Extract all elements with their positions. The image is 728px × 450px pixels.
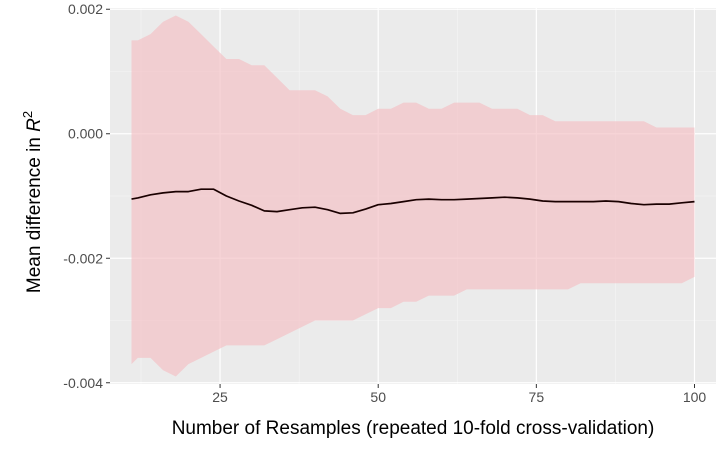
x-axis: 25 50 75 100: [212, 384, 706, 405]
confidence-ribbon: [131, 15, 695, 377]
x-tick-label: 100: [683, 389, 707, 405]
y-axis-title-italic-letter: R: [24, 118, 45, 132]
mean-difference-line: [131, 188, 695, 215]
x-tick-label: 25: [212, 389, 228, 405]
y-tick-label: -0.002: [63, 250, 103, 266]
y-tick-label: 0.002: [68, 1, 103, 17]
x-tick-label: 50: [370, 389, 386, 405]
y-axis-title: Mean difference in R2: [20, 111, 45, 293]
y-tick-label: -0.004: [63, 375, 103, 391]
y-axis-title-superscript: 2: [20, 111, 35, 118]
y-axis-title-text: Mean difference in: [24, 132, 45, 293]
y-axis: -0.004 -0.002 0.000 0.002: [63, 1, 110, 391]
x-axis-title: Number of Resamples (repeated 10-fold cr…: [172, 418, 655, 439]
x-tick-label: 75: [529, 389, 545, 405]
y-tick-label: 0.000: [68, 126, 103, 142]
